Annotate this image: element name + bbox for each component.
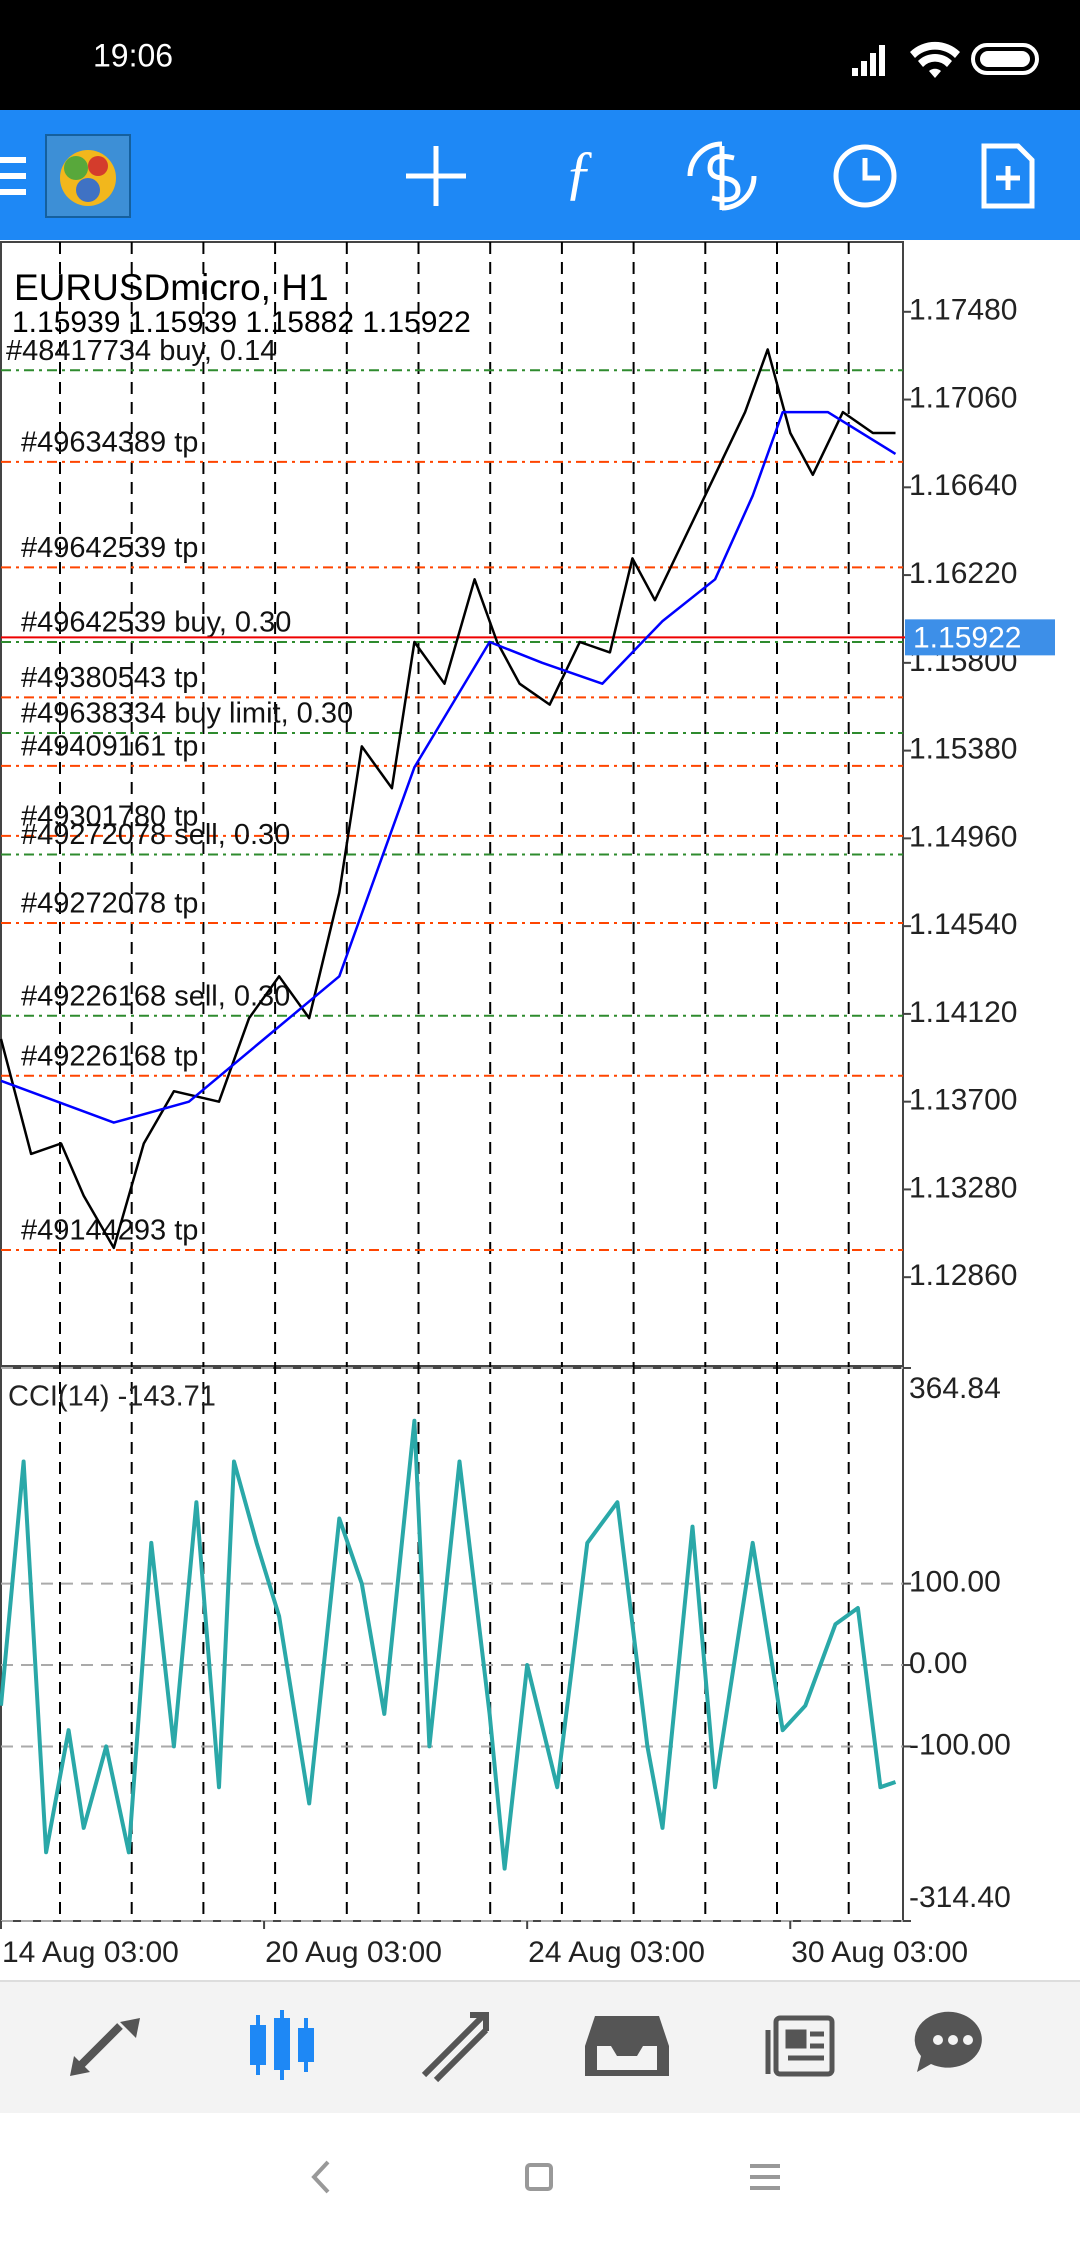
nav-chat[interactable] [914,2011,982,2072]
x-tick-label: 24 Aug 03:00 [528,1936,705,1969]
order-label: #49272078 tp [21,888,198,920]
price-panel [0,241,904,1367]
x-tick-label: 14 Aug 03:00 [2,1936,179,1969]
status-bar [0,0,1080,110]
status-icons [852,41,1039,78]
order-label: #49226168 tp [21,1040,198,1072]
home-button[interactable] [525,2163,553,2191]
toolbar [0,110,1080,240]
crosshair-button[interactable] [406,146,466,206]
y-tick-label: 1.17060 [909,381,1017,414]
current-price-box [905,619,1055,656]
order-label: #49409161 tp [21,731,198,763]
series-line [0,348,896,1250]
app-logo[interactable] [45,134,131,218]
order-label: #49638334 buy limit, 0.30 [21,698,353,730]
y-tick-label: 1.16220 [909,557,1017,590]
status-time: 19:06 [93,37,173,73]
y-tick-label: 1.16640 [909,469,1017,502]
order-label: #49301780 tp [21,801,198,833]
vertical-grid [59,242,850,1921]
order-label: #49634389 tp [21,426,198,458]
chart-title: EURUSDmicro, H1 [14,267,329,308]
x-tick-label: 30 Aug 03:00 [791,1936,968,1969]
system-nav [311,2160,780,2194]
order-label: #49642539 buy, 0.30 [21,607,291,639]
y-tick-label: 1.14120 [909,996,1017,1029]
y-tick-label: 364.84 [909,1372,1001,1405]
y-tick-label: 1.12860 [909,1259,1017,1292]
order-label: #48417734 buy, 0.14 [6,335,276,367]
period-button[interactable] [833,144,897,208]
y-tick-label: 1.14960 [909,820,1017,853]
order-label: #49642539 tp [21,532,198,564]
y-tick-label: -100.00 [909,1728,1011,1761]
y-tick-label: 1.14540 [909,908,1017,941]
nav-history[interactable] [585,2016,669,2076]
back-button[interactable] [311,2160,330,2194]
menu-button[interactable] [0,157,26,195]
y-tick-label: 1.13280 [909,1171,1017,1204]
indicators-button[interactable]: ƒ [564,139,594,205]
y-tick-label: 1.17480 [909,294,1017,327]
y-tick-label: 1.13700 [909,1084,1017,1117]
menu-button-sys[interactable] [750,2164,780,2190]
y-tick-label: 100.00 [909,1566,1001,1599]
series-line [0,1418,897,1871]
trade-button[interactable] [687,141,757,211]
quote: 1.15939 1.15939 1.15882 1.15922 [12,306,471,339]
order-label: #49272078 sell, 0.30 [21,819,290,851]
y-tick-label: 0.00 [909,1647,967,1680]
bottom-nav [0,1981,1080,2113]
y-tick-label: 1.15380 [909,733,1017,766]
y-tick-label: -314.40 [909,1881,1011,1914]
current-price-label: 1.15922 [913,621,1021,654]
nav-news[interactable] [765,2015,835,2077]
series-line [0,410,897,1124]
nav-chart[interactable] [250,2010,314,2080]
new-order-button[interactable] [981,143,1035,209]
order-label: #49380543 tp [21,662,198,694]
cci-title: CCI(14) -143.71 [8,1381,216,1413]
order-label: #49226168 sell, 0.30 [21,980,290,1012]
nav-quotes[interactable] [70,2018,140,2076]
x-tick-label: 20 Aug 03:00 [265,1936,442,1969]
nav-trade[interactable] [421,2012,489,2083]
